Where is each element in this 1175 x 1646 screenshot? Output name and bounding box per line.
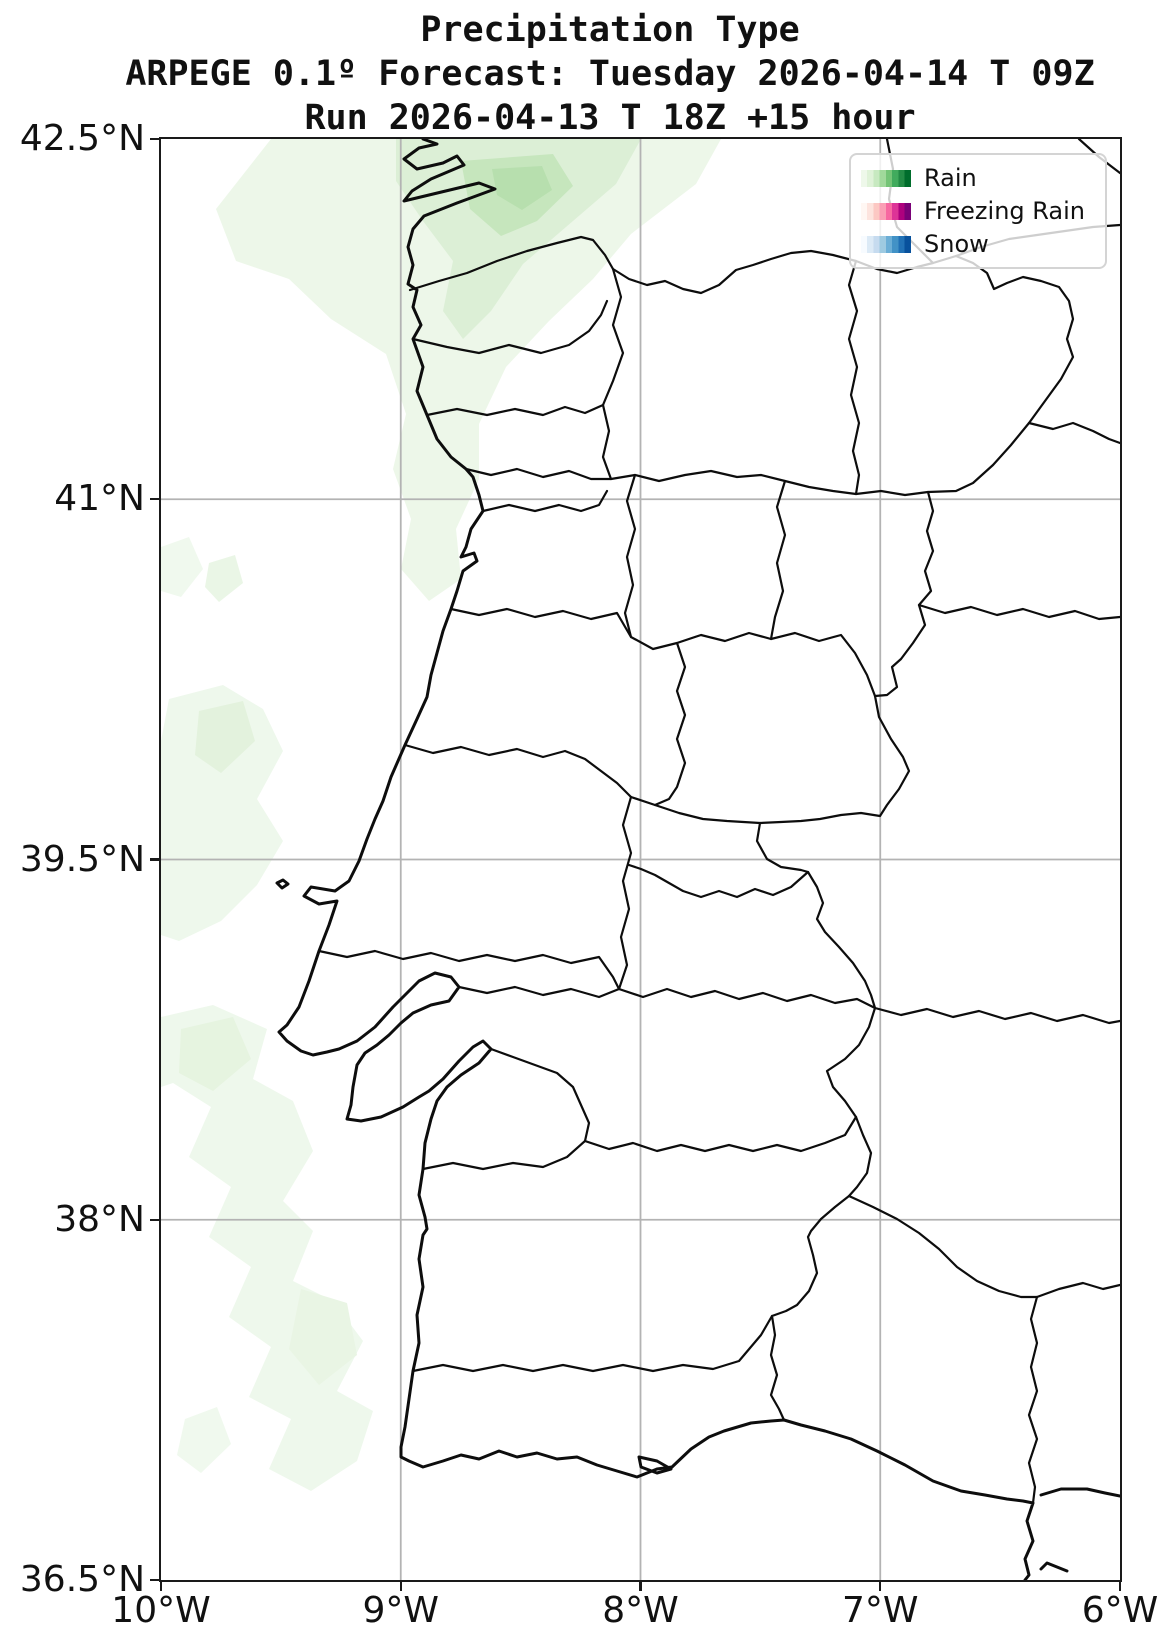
rain-shading-patch [205, 555, 243, 602]
y-axis-tick [150, 1218, 160, 1221]
rain-shading-patch [216, 139, 721, 601]
x-axis-tick [399, 1581, 402, 1591]
figure-subtitle: ARPEGE 0.1º Forecast: Tuesday 2026-04-14… [125, 54, 1095, 94]
y-axis-tick-label: 41°N [54, 478, 145, 520]
x-axis-tick [1118, 1581, 1122, 1591]
portugal-district-borders [317, 259, 930, 1373]
legend-box: Rain Freezing Rain Snow [849, 153, 1107, 269]
guadalquivir-spit-path [1039, 1561, 1069, 1573]
y-axis-tick [150, 1578, 160, 1582]
x-axis-tick-label: 6°W [1081, 1590, 1159, 1631]
y-axis-tick-label: 36.5°N [19, 1559, 145, 1600]
figure-title: Precipitation Type [420, 10, 800, 50]
x-axis-tick-label: 9°W [362, 1590, 440, 1631]
legend-entry-label: Snow [924, 230, 989, 258]
map-plot-area [161, 139, 1120, 1580]
coastline-layer [275, 139, 1120, 1580]
title-block: Precipitation Type ARPEGE 0.1º Forecast:… [45, 8, 1175, 140]
legend-swatch-gradient [861, 202, 911, 220]
x-axis-tick [159, 1581, 163, 1591]
legend-entry-label: Rain [924, 164, 977, 192]
y-axis-tick-label: 42.5°N [19, 118, 145, 159]
x-axis-tick-label: 8°W [602, 1590, 679, 1631]
iberia-coastline-path [277, 139, 1035, 1580]
figure-run-line: Run 2026-04-13 T 18Z +15 hour [304, 98, 916, 138]
legend-entry: Rain [861, 162, 1095, 194]
rain-shading-patch [161, 537, 203, 597]
y-axis-tick [150, 498, 160, 501]
berlengas-islet-path [275, 878, 290, 890]
rain-shading-patch [195, 701, 255, 773]
rain-shading-patch [177, 1407, 231, 1473]
x-axis-tick [879, 1581, 882, 1591]
legend-swatch-gradient [861, 235, 911, 253]
rain-shading-patch [161, 685, 283, 941]
y-axis-tick [150, 137, 160, 141]
rain-shading-patch [289, 1289, 357, 1385]
rain-shading-patch [492, 166, 552, 210]
rain-shading-patch [179, 1017, 251, 1091]
precip-shading-layer [161, 139, 721, 1491]
spain-province-borders [847, 139, 1120, 1505]
y-axis-tick-label: 39.5°N [19, 838, 145, 880]
x-axis-tick [639, 1581, 642, 1591]
x-axis-tick-label: 7°W [842, 1590, 919, 1631]
faro-lagoon-path [637, 1455, 673, 1475]
cadiz-coast-path [1039, 1487, 1120, 1498]
spain-portugal-border-path [408, 235, 1075, 1422]
legend-swatch-gradient [861, 169, 911, 187]
y-axis-tick-label: 38°N [54, 1198, 145, 1240]
legend-entry: Snow [861, 228, 1095, 260]
legend-entry: Freezing Rain [861, 195, 1095, 227]
graticule-layer [161, 139, 1120, 1580]
portugal-precipitation-map [161, 139, 1120, 1580]
y-axis-tick [150, 858, 160, 861]
legend-entry-label: Freezing Rain [924, 197, 1086, 225]
x-axis-tick-label: 10°W [111, 1590, 211, 1631]
